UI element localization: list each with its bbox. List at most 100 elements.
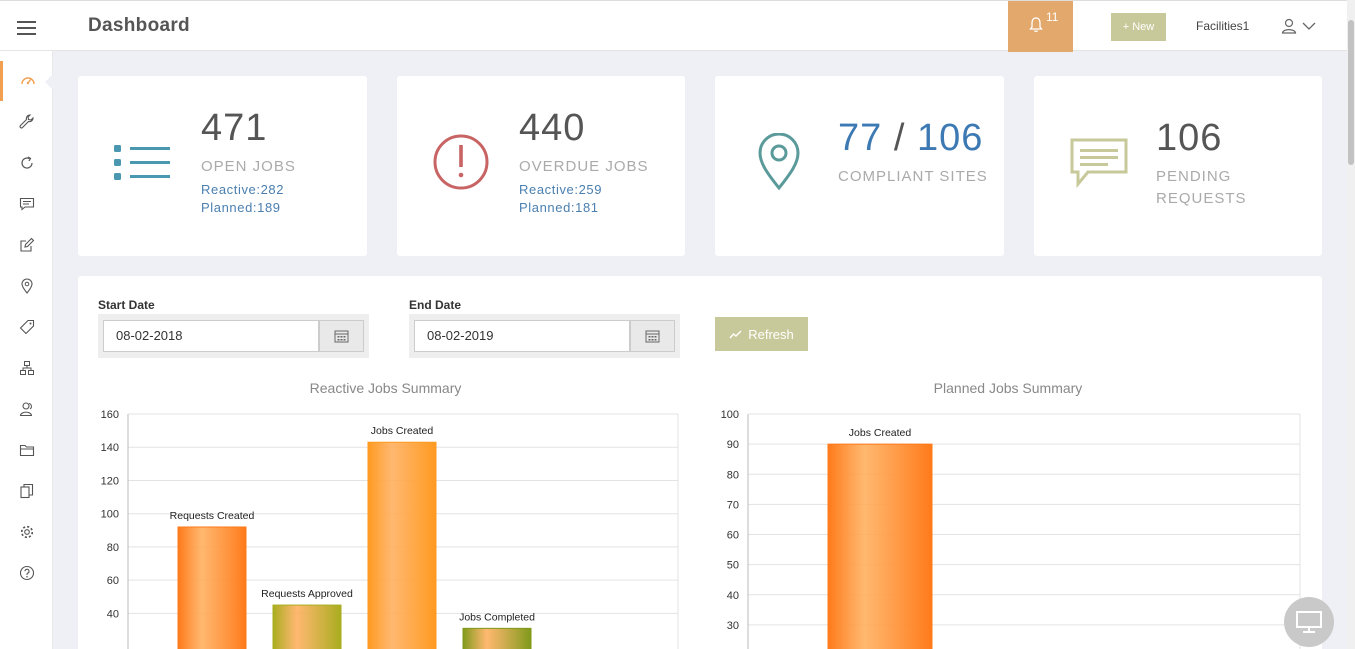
start-date-input[interactable]: 08-02-2018 <box>103 320 319 352</box>
edit-icon <box>19 237 34 252</box>
pending-requests-label-line2: REQUESTS <box>1156 190 1247 207</box>
y-tick-label: 40 <box>727 590 739 602</box>
overdue-jobs-planned[interactable]: Planned:181 <box>519 200 599 215</box>
location-pin-icon <box>20 278 33 294</box>
settings-gear-icon <box>20 525 33 539</box>
end-date-input[interactable]: 08-02-2019 <box>414 320 630 352</box>
y-tick-label: 50 <box>727 560 739 572</box>
user-icon <box>1281 18 1297 34</box>
bar-data-label: Jobs Completed <box>459 611 535 623</box>
documents-icon <box>19 483 33 499</box>
page-title: Dashboard <box>88 15 190 36</box>
trend-line-icon <box>729 330 742 338</box>
tag-icon <box>19 319 34 335</box>
refresh-button[interactable]: Refresh <box>715 317 808 351</box>
wrench-icon <box>19 114 34 129</box>
y-tick-label: 60 <box>107 575 119 587</box>
overdue-jobs-card[interactable]: 440 OVERDUE JOBS Reactive:259 Planned:18… <box>397 76 685 256</box>
compliant-sites-card[interactable]: 77 / 106 COMPLIANT SITES <box>715 76 1004 256</box>
y-tick-label: 70 <box>727 499 739 511</box>
end-date-label: End Date <box>409 298 462 312</box>
help-icon <box>19 565 34 581</box>
notification-count-badge: 11 <box>1046 10 1059 24</box>
compliant-sites-ratio: 77 / 106 <box>838 117 983 160</box>
open-jobs-label: OPEN JOBS <box>201 158 296 175</box>
sidebar <box>0 51 54 649</box>
start-date-label: Start Date <box>98 298 155 312</box>
bar-data-label: Requests Created <box>170 510 255 522</box>
bar[interactable] <box>367 441 437 649</box>
monitor-icon <box>1296 611 1322 633</box>
reactive-jobs-chart: 40 60 80 100 120 140 160 Requests Created Reques… <box>101 409 679 649</box>
bar-data-label: Jobs Created <box>371 425 434 437</box>
bar[interactable] <box>462 627 532 649</box>
y-tick-label: 30 <box>727 620 739 632</box>
planned-jobs-chart: 30 40 50 60 70 80 90 100 Jobs Created <box>721 409 1301 649</box>
bar[interactable] <box>272 604 342 649</box>
y-tick-label: 80 <box>107 542 119 554</box>
sidebar-item-requests[interactable] <box>0 184 53 224</box>
dashboard-icon <box>21 77 35 85</box>
hamburger-menu-icon[interactable] <box>17 21 36 35</box>
open-jobs-card[interactable]: 471 OPEN JOBS Reactive:282 Planned:189 <box>78 76 367 256</box>
pending-requests-card[interactable]: 106 PENDING REQUESTS <box>1034 76 1322 256</box>
end-date-calendar-button[interactable] <box>630 320 675 352</box>
top-bar: Dashboard 11 + New Facilities1 <box>0 0 1347 52</box>
sidebar-item-assets[interactable] <box>0 307 53 347</box>
open-jobs-count: 471 <box>201 107 268 149</box>
folder-icon <box>19 444 34 457</box>
vertical-scrollbar[interactable] <box>1347 0 1355 649</box>
user-menu-button[interactable] <box>1281 18 1321 36</box>
sidebar-item-settings[interactable] <box>0 512 53 552</box>
overdue-jobs-count: 440 <box>519 107 586 149</box>
scrollbar-thumb[interactable] <box>1348 20 1354 165</box>
bar[interactable] <box>827 443 933 649</box>
compliant-sites-count: 77 <box>838 117 883 159</box>
open-jobs-planned[interactable]: Planned:189 <box>201 200 281 215</box>
sidebar-item-forms[interactable] <box>0 225 53 265</box>
open-jobs-reactive[interactable]: Reactive:282 <box>201 182 285 197</box>
sidebar-item-help[interactable] <box>0 553 53 593</box>
end-date-group: 08-02-2019 <box>409 314 680 358</box>
compliant-sites-label: COMPLIANT SITES <box>838 168 988 185</box>
bar-data-label: Jobs Created <box>849 427 912 439</box>
message-icon <box>1070 138 1128 188</box>
total-sites-count: 106 <box>916 117 984 159</box>
user-name: Facilities1 <box>1196 19 1250 33</box>
start-date-group: 08-02-2018 <box>98 314 369 358</box>
start-date-calendar-button[interactable] <box>319 320 364 352</box>
sidebar-item-sites[interactable] <box>0 266 53 306</box>
sidebar-item-files[interactable] <box>0 430 53 470</box>
overdue-jobs-reactive[interactable]: Reactive:259 <box>519 182 603 197</box>
refresh-label: Refresh <box>748 326 794 342</box>
sidebar-item-documents[interactable] <box>0 471 53 511</box>
screen-share-button[interactable] <box>1284 597 1334 647</box>
sidebar-item-jobs[interactable] <box>0 102 53 142</box>
y-tick-label: 160 <box>101 409 119 421</box>
alert-circle-icon <box>433 134 489 190</box>
y-tick-label: 90 <box>727 439 739 451</box>
notifications-button[interactable]: 11 <box>1008 1 1073 52</box>
y-tick-label: 100 <box>721 409 739 421</box>
jobs-summary-panel: Start Date 08-02-2018 End Date 08-02-201… <box>78 276 1322 649</box>
bar[interactable] <box>177 526 247 649</box>
hierarchy-icon <box>19 361 34 375</box>
chevron-down-icon <box>1302 22 1316 30</box>
bell-icon <box>1029 17 1043 33</box>
bar-data-label: Requests Approved <box>261 588 353 600</box>
y-tick-label: 120 <box>101 475 119 487</box>
reactive-chart-title: Reactive Jobs Summary <box>309 380 462 396</box>
y-tick-label: 60 <box>727 530 739 542</box>
sidebar-item-users[interactable] <box>0 389 53 429</box>
overdue-jobs-label: OVERDUE JOBS <box>519 158 649 175</box>
calendar-icon <box>334 330 349 343</box>
sidebar-item-structure[interactable] <box>0 348 53 388</box>
new-button[interactable]: + New <box>1111 13 1166 41</box>
sidebar-item-recurring[interactable] <box>0 143 53 183</box>
list-icon <box>114 145 170 180</box>
location-pin-icon <box>758 133 800 191</box>
pending-requests-label-line1: PENDING <box>1156 168 1232 185</box>
sidebar-item-dashboard[interactable] <box>0 61 54 101</box>
y-tick-label: 40 <box>107 608 119 620</box>
y-tick-label: 80 <box>727 469 739 481</box>
